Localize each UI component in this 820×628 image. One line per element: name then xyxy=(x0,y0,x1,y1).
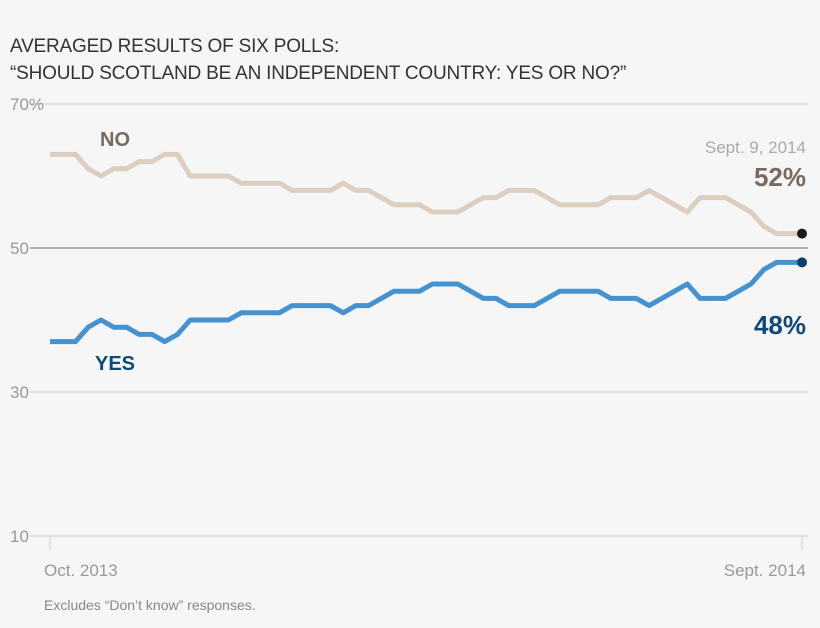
end-point-no xyxy=(797,228,807,239)
y-tick-label: 10 xyxy=(10,527,29,546)
y-tick-label: 70% xyxy=(10,95,44,114)
end-value-label-no: 52% xyxy=(754,162,806,192)
end-point-yes xyxy=(797,257,807,268)
y-tick-label: 50 xyxy=(10,239,29,258)
series-label-yes: YES xyxy=(95,353,135,375)
x-tick-label: Oct. 2013 xyxy=(44,561,118,580)
date-annotation: Sept. 9, 2014 xyxy=(705,138,806,157)
chart-title: AVERAGED RESULTS OF SIX POLLS: xyxy=(10,36,340,57)
series-line-yes xyxy=(50,259,802,345)
series-line-no xyxy=(50,151,802,237)
end-value-label-yes: 48% xyxy=(754,310,806,340)
footnote: Excludes “Don’t know” responses. xyxy=(44,597,256,613)
x-tick-label: Sept. 2014 xyxy=(724,561,806,580)
series-label-no: NO xyxy=(100,129,130,151)
chart-subtitle: “SHOULD SCOTLAND BE AN INDEPENDENT COUNT… xyxy=(10,63,627,84)
y-tick-label: 30 xyxy=(10,383,29,402)
